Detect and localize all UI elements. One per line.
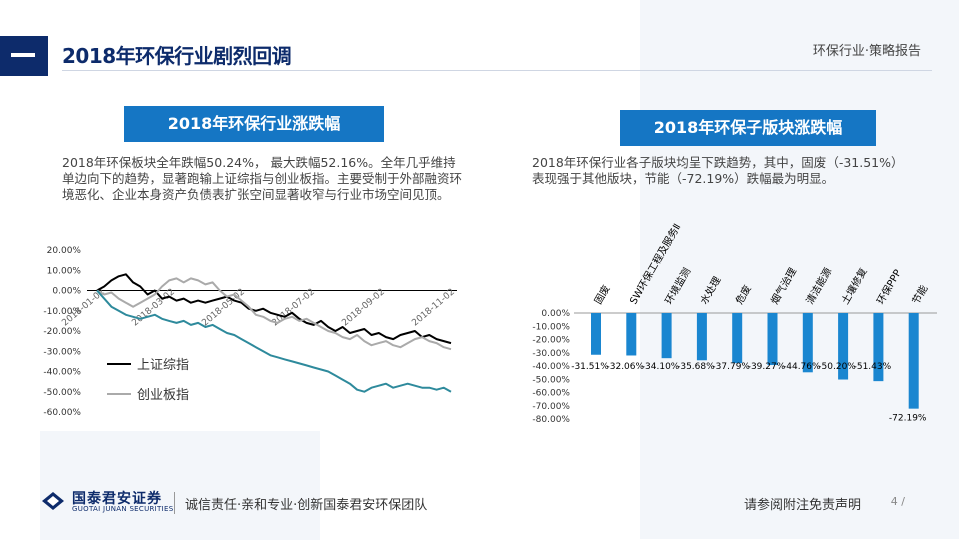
y-tick-label: 20.00% xyxy=(47,246,82,256)
bar-data-label: -51.43% xyxy=(854,362,892,372)
section-marker xyxy=(0,36,48,76)
bar-y-tick-label: -50.00% xyxy=(532,375,570,385)
background-panel-lower xyxy=(40,430,320,540)
y-tick-label: -40.00% xyxy=(43,368,81,378)
bar-4 xyxy=(732,313,743,364)
bar-category-label: 环境监测 xyxy=(662,265,693,306)
right-panel-paragraph: 2018年环保行业各子版块均呈下跌趋势，其中，固废（-31.51%）表现强于其他… xyxy=(532,155,904,186)
line-chart: 20.00% 10.00% 0.00% -10.00% -20.00% -30.00% -4… xyxy=(43,246,457,418)
y-tick-label: 0.00% xyxy=(52,287,81,297)
bar-category-label: 固废 xyxy=(591,283,612,307)
bar-data-label: -32.06% xyxy=(607,362,645,372)
series-line-2 xyxy=(96,289,452,393)
company-name: 国泰君安证券 xyxy=(72,491,162,507)
bar-y-tick-label: -20.00% xyxy=(532,336,570,346)
bar-y-tick-label: -70.00% xyxy=(532,402,570,412)
left-panel-paragraph: 2018年环保板块全年跌幅50.24%， 最大跌幅52.16%。全年几乎维持单边… xyxy=(62,155,463,202)
y-tick-label: -20.00% xyxy=(43,327,81,337)
bar-chart-frame: 0.00% -10.00% -20.00% -30.00% -40.00% -50.00%… xyxy=(522,221,947,432)
bar-7 xyxy=(838,313,849,380)
bar-category-label: 水处理 xyxy=(698,275,723,307)
bar-data-label: -72.19% xyxy=(889,414,927,424)
bar-category-label: 环保PPP xyxy=(874,267,904,306)
x-tick-label: 2018-11-02 xyxy=(410,287,457,328)
bar-y-tick-label: -60.00% xyxy=(532,389,570,399)
bar-8 xyxy=(873,313,884,382)
bar-y-tick-label: -10.00% xyxy=(532,322,570,332)
footer-disclaimer: 请参阅附注免责声明 xyxy=(743,498,861,513)
bar-9 xyxy=(908,313,919,409)
bar-y-tick-label: 0.00% xyxy=(541,309,570,319)
legend-label-1: 创业板指 xyxy=(137,388,189,403)
bar-y-tick-label: -40.00% xyxy=(532,362,570,372)
bar-5 xyxy=(767,313,778,366)
bar-category-label: 节能 xyxy=(909,283,930,307)
bar-category-label: 危废 xyxy=(733,283,754,307)
bar-data-label: -50.20% xyxy=(818,362,856,372)
series-line-1 xyxy=(96,277,452,351)
bar-y-tick-label: -80.00% xyxy=(532,415,570,425)
bar-category-label: 土壤修复 xyxy=(838,265,869,306)
bar-0 xyxy=(591,313,601,355)
bar-data-label: -31.51% xyxy=(571,362,609,372)
bar-category-label: 烟气治理 xyxy=(768,265,799,306)
header-divider xyxy=(62,70,932,71)
bar-data-label: -34.10% xyxy=(642,362,680,372)
y-tick-label: -30.00% xyxy=(43,347,81,357)
bar-6 xyxy=(802,313,813,373)
bar-category-label: 清洁能源 xyxy=(803,265,834,306)
company-logo-icon xyxy=(42,492,64,510)
report-tag: 环保行业·策略报告 xyxy=(812,44,921,59)
right-panel-title: 2018年环保子版块涨跌幅 xyxy=(620,110,876,146)
y-tick-label: -50.00% xyxy=(43,388,81,398)
footer-slogan: 诚信责任·亲和专业·创新国泰君安环保团队 xyxy=(185,498,428,513)
background-panel xyxy=(640,0,959,539)
left-panel-title: 2018年环保行业涨跌幅 xyxy=(124,106,384,142)
bar-data-label: -44.76% xyxy=(783,362,821,372)
bar-data-label: -39.27% xyxy=(748,362,786,372)
bar-chart: 0.00% -10.00% -20.00% -30.00% -40.00% -50.00%… xyxy=(532,221,937,425)
bar-data-label: -35.68% xyxy=(677,362,715,372)
y-tick-label: 10.00% xyxy=(47,266,82,276)
bar-3 xyxy=(696,313,707,361)
x-tick-label: 2018-03-02 xyxy=(130,287,177,328)
company-name-en: GUOTAI JUNAN SECURITIES xyxy=(72,505,174,513)
footer-divider xyxy=(174,492,175,514)
bar-y-tick-label: -30.00% xyxy=(532,349,570,359)
line-chart-frame: 20.00% 10.00% 0.00% -10.00% -20.00% -30.00% -4… xyxy=(39,232,471,431)
bar-1 xyxy=(626,313,637,356)
bar-2 xyxy=(661,313,672,359)
y-tick-label: -10.00% xyxy=(43,307,81,317)
y-tick-label: -60.00% xyxy=(43,408,81,418)
legend-label-0: 上证综指 xyxy=(137,358,189,373)
bar-data-label: -37.79% xyxy=(712,362,750,372)
x-tick-label: 2018-09-02 xyxy=(340,287,387,328)
section-number-dash xyxy=(11,53,35,57)
page-number: 4 / xyxy=(890,495,905,508)
section-title: 2018年环保行业剧烈回调 xyxy=(62,44,292,68)
